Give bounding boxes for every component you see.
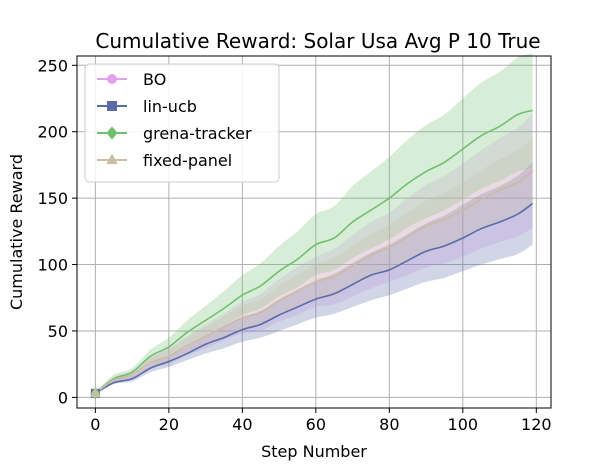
axis-ticks: 0 20 40 60 80 100 120 0 50 100 150 200 250 (37, 56, 551, 434)
y-tick-label: 100 (37, 256, 68, 275)
y-tick-label: 0 (58, 388, 68, 407)
x-tick-label: 80 (379, 415, 399, 434)
x-tick-label: 120 (521, 415, 552, 434)
x-axis-label: Step Number (261, 442, 367, 461)
legend-label-grena-tracker: grena-tracker (143, 124, 252, 143)
x-tick-label: 40 (232, 415, 252, 434)
band-grena-tracker (95, 53, 533, 395)
x-tick-label: 20 (159, 415, 179, 434)
x-tick-label: 60 (306, 415, 326, 434)
y-axis-label: Cumulative Reward (7, 154, 26, 310)
line-grena-tracker (94, 109, 533, 395)
y-tick-label: 150 (37, 189, 68, 208)
series-lines (90, 109, 534, 400)
y-tick-label: 250 (37, 56, 68, 75)
legend-marker-fixed-panel (106, 153, 118, 165)
line-lin-ucb (94, 202, 534, 395)
legend-marker-lin-ucb (107, 101, 117, 111)
legend-label-fixed-panel: fixed-panel (143, 151, 232, 170)
legend-label-lin-ucb: lin-ucb (143, 97, 197, 116)
plot-frame (76, 55, 552, 409)
legend: BO lin-ucb grena-tracker fixed-panel (84, 63, 280, 183)
x-tick-label: 100 (448, 415, 479, 434)
legend-box (84, 63, 280, 183)
y-tick-label: 200 (37, 123, 68, 142)
start-point-fixed-panel (90, 387, 101, 398)
legend-marker-grena-tracker (106, 126, 118, 140)
chart-title: Cumulative Reward: Solar Usa Avg P 10 Tr… (95, 29, 540, 53)
x-tick-label: 0 (90, 415, 100, 434)
line-fixed-panel (94, 170, 534, 395)
legend-marker-bo (107, 74, 117, 84)
y-tick-label: 50 (48, 322, 68, 341)
band-fixed-panel (95, 138, 533, 395)
legend-label-bo: BO (143, 70, 166, 89)
